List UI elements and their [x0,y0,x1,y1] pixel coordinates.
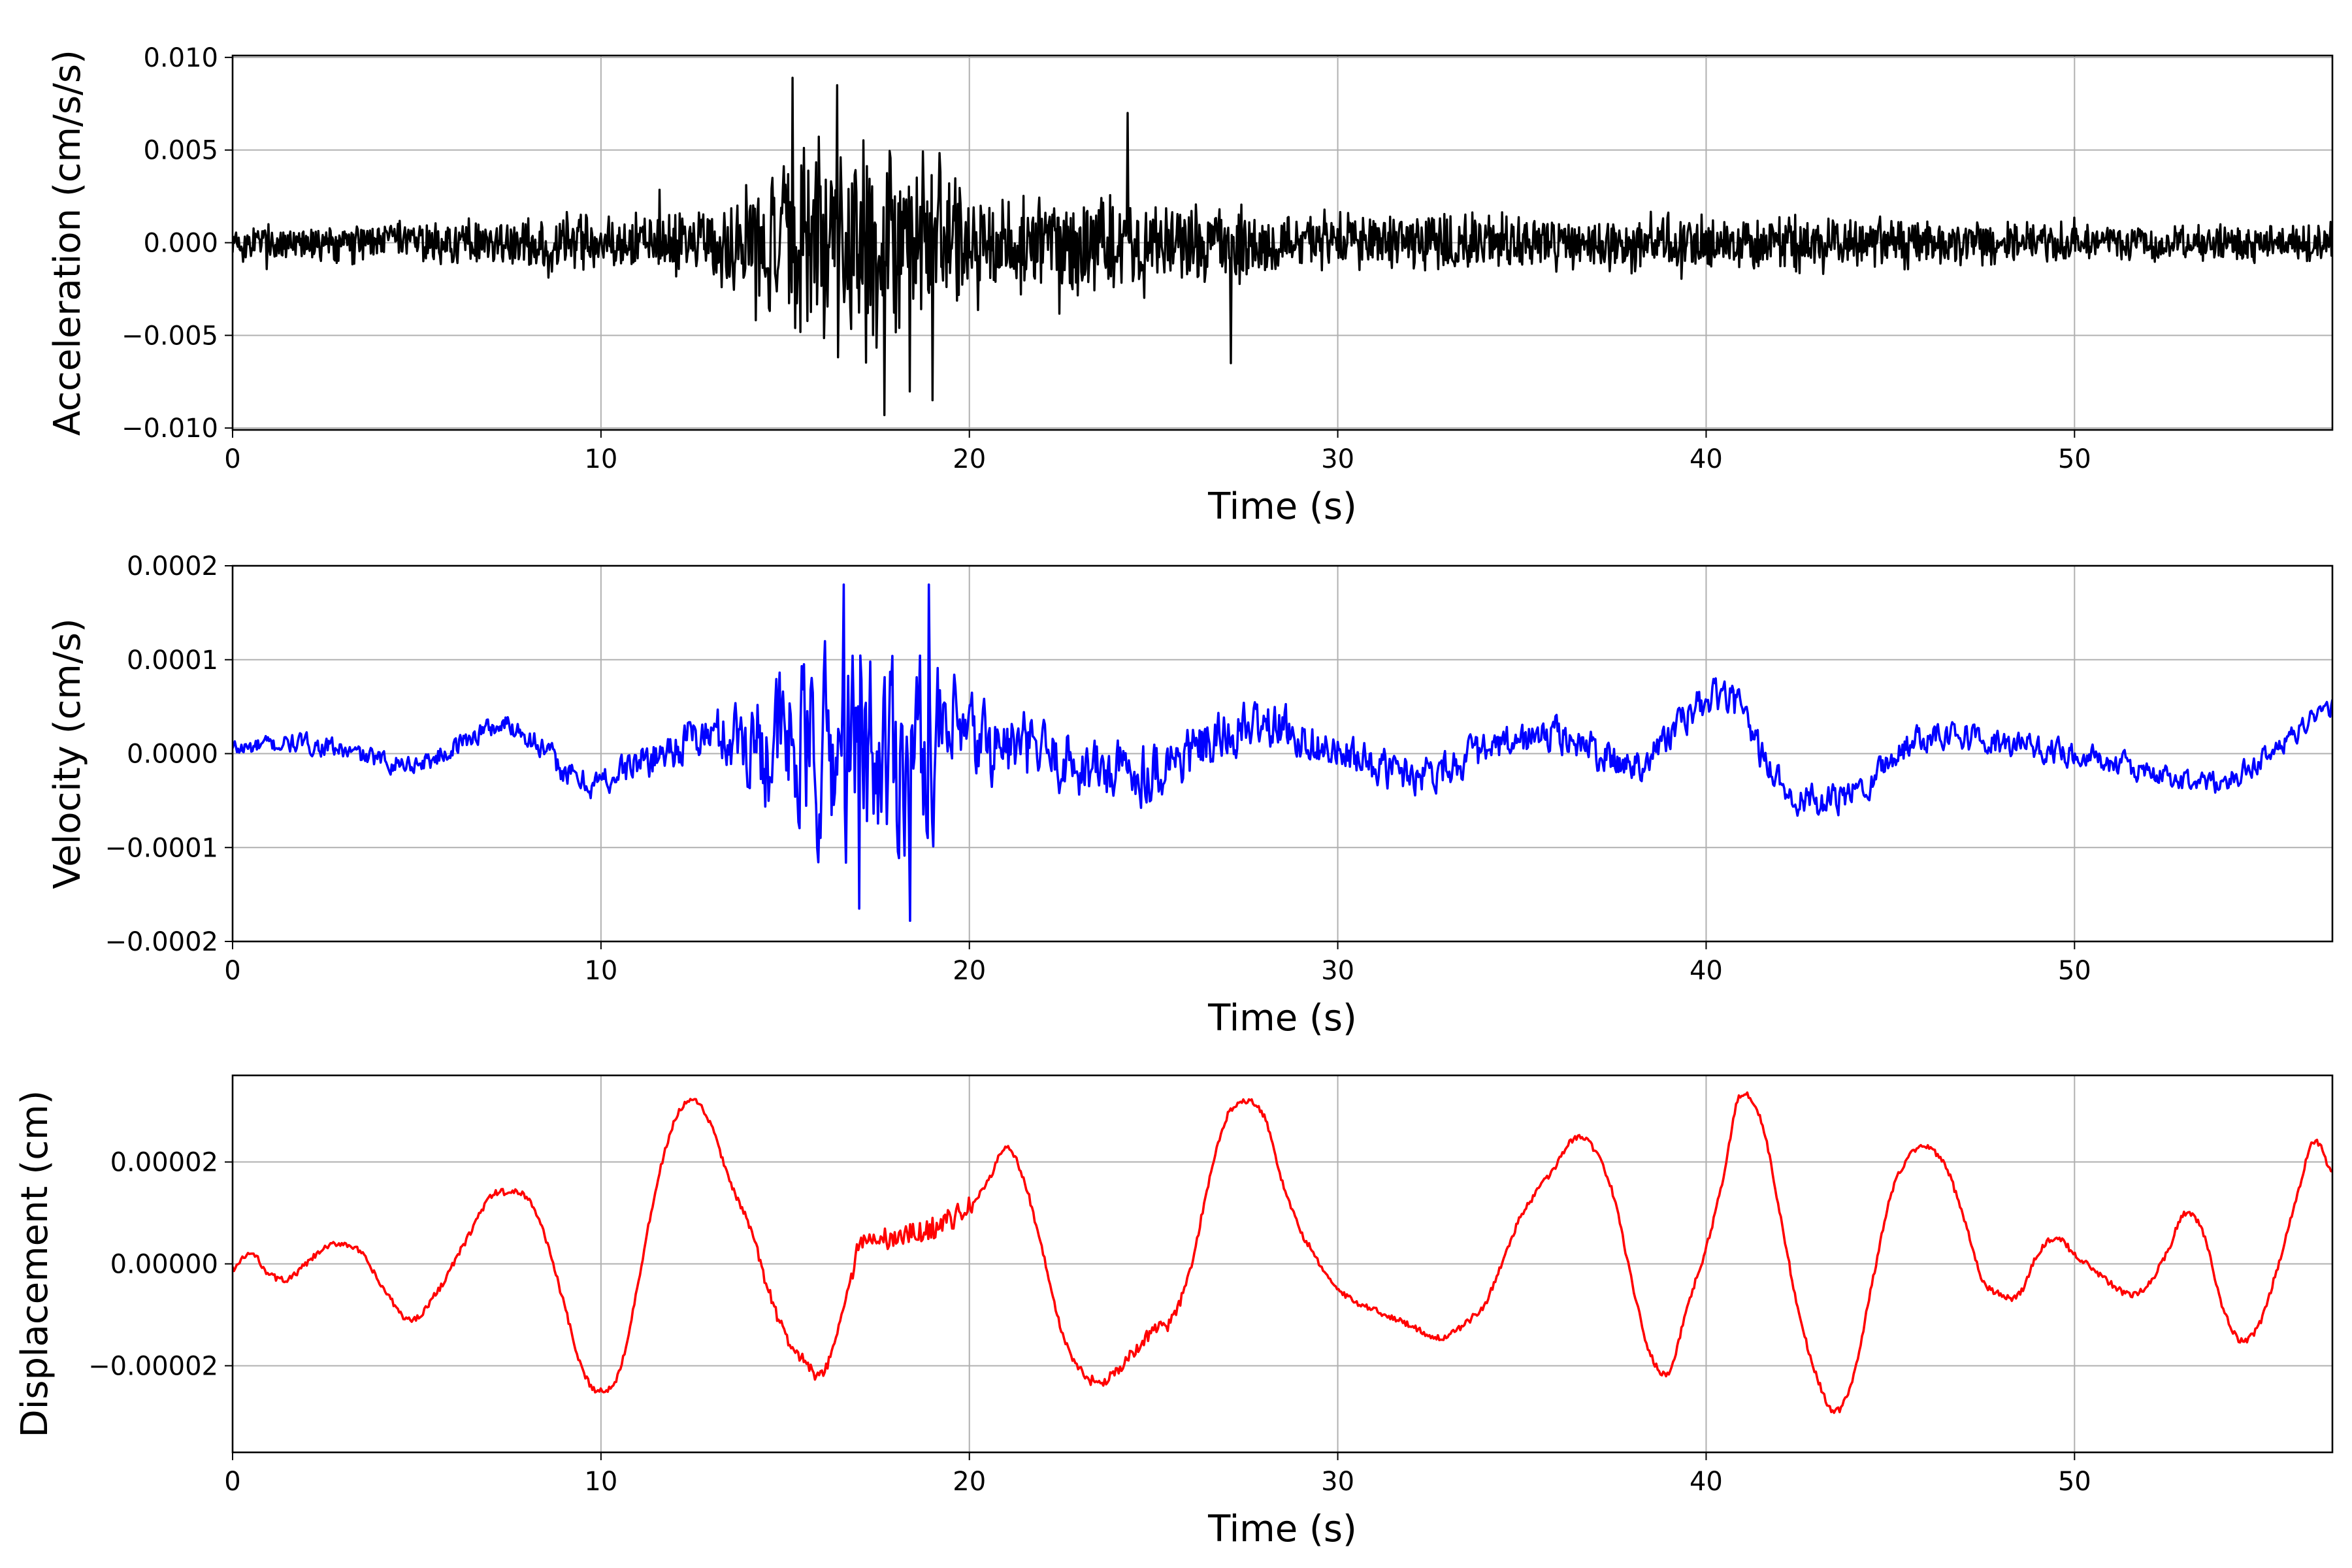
velocity-y-tick-label-3: 0.0001 [127,645,218,676]
velocity-x-tick-label-1: 10 [584,956,617,986]
displacement-series [233,1091,2332,1414]
velocity-y-tick-label-4: 0.0002 [127,551,218,581]
displacement-x-tick-label-1: 10 [584,1467,617,1497]
velocity-y-axis-label: Velocity (cm/s) [46,618,89,889]
displacement-x-tick-label-0: 0 [224,1467,240,1497]
acceleration-y-tick-label-1: −0.005 [122,321,218,351]
acceleration-x-tick-label-5: 50 [2058,444,2091,474]
displacement-x-axis-label: Time (s) [1207,1508,1357,1550]
displacement-y-tick-label-0: −0.00002 [88,1351,218,1381]
velocity-line [233,583,2332,923]
acceleration-series [233,76,2332,417]
velocity-y-tick-label-2: 0.0000 [127,740,218,770]
acceleration-x-tick-label-2: 20 [953,444,986,474]
displacement-x-tick-label-5: 50 [2058,1467,2091,1497]
velocity-series [233,583,2332,923]
displacement-panel: 0 10 20 30 40 50 −0.00002 0.00000 0.00002 Time (… [14,1074,2334,1550]
acceleration-y-axis-label: Acceleration (cm/s/s) [46,50,89,436]
displacement-y-axis-label: Displacement (cm) [14,1090,56,1438]
velocity-x-tick-label-3: 30 [1321,956,1354,986]
acceleration-x-tick-label-1: 10 [584,444,617,474]
displacement-line [233,1091,2332,1414]
acceleration-x-tick-label-4: 40 [1690,444,1723,474]
velocity-panel: 0 10 20 30 40 50 −0.0002 −0.0001 0.0000 0.0001 0.0… [46,551,2334,1039]
velocity-y-tick-label-0: −0.0002 [105,927,218,957]
velocity-ticks: 0 10 20 30 40 50 −0.0002 −0.0001 0.0000 0.0001 0.0… [105,551,2091,986]
displacement-ticks: 0 10 20 30 40 50 −0.00002 0.00000 0.00002 [88,1148,2091,1497]
displacement-y-tick-label-2: 0.00002 [110,1148,218,1178]
acceleration-line [233,76,2332,417]
displacement-x-tick-label-2: 20 [953,1467,986,1497]
acceleration-y-tick-label-2: 0.000 [143,229,218,259]
acceleration-panel: 0 10 20 30 40 50 −0.010 −0.005 0.000 0.005 0.010 T… [46,43,2334,528]
displacement-x-tick-label-3: 30 [1321,1467,1354,1497]
acceleration-x-tick-label-0: 0 [224,444,240,474]
velocity-x-tick-label-5: 50 [2058,956,2091,986]
acceleration-x-tick-label-3: 30 [1321,444,1354,474]
acceleration-x-axis-label: Time (s) [1207,485,1357,528]
velocity-x-tick-label-0: 0 [224,956,240,986]
velocity-y-tick-label-1: −0.0001 [105,833,218,863]
acceleration-y-tick-label-3: 0.005 [143,136,218,166]
velocity-x-tick-label-4: 40 [1690,956,1723,986]
displacement-y-tick-label-1: 0.00000 [110,1250,218,1280]
velocity-grid [233,566,2332,941]
acceleration-y-tick-label-0: −0.010 [122,414,218,444]
velocity-x-axis-label: Time (s) [1207,997,1357,1039]
acceleration-ticks: 0 10 20 30 40 50 −0.010 −0.005 0.000 0.005 0.010 [122,43,2091,474]
velocity-x-tick-label-2: 20 [953,956,986,986]
acceleration-y-tick-label-4: 0.010 [143,43,218,73]
displacement-x-tick-label-4: 40 [1690,1467,1723,1497]
